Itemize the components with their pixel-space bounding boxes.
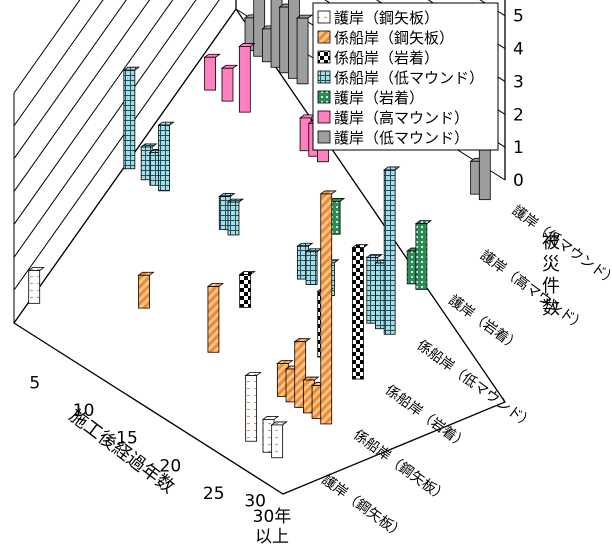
- chart-bar: [293, 338, 311, 408]
- legend: 護岸（鋼矢板） 係船岸（鋼矢板） 係船岸（岩着） 係船岸（低マウンド） 護岸（岩着） 護岸…: [312, 2, 499, 151]
- z-tick-label: 0: [513, 171, 524, 191]
- chart-bar: [238, 271, 256, 308]
- x-tick-label: 20: [160, 456, 182, 476]
- legend-swatch: [317, 70, 331, 84]
- gridline-z: [13, 0, 506, 192]
- legend-label: 護岸（高マウンド）: [334, 109, 469, 127]
- legend-swatch: [317, 110, 331, 124]
- legend-swatch: [317, 130, 331, 144]
- z-axis-title-char: 件: [542, 276, 560, 297]
- x-tick-label: 25: [203, 484, 225, 504]
- chart-bar: [351, 244, 369, 380]
- z-tick-label: 2: [513, 105, 524, 125]
- x-axis-title: 施工後経過年数: [65, 405, 178, 498]
- chart-bar: [270, 0, 283, 68]
- legend-label: 係船岸（低マウンド）: [334, 69, 484, 87]
- legend-label: 護岸（鋼矢板）: [334, 9, 439, 27]
- x-tick-label: 10: [73, 401, 95, 421]
- chart-bar: [157, 121, 175, 192]
- chart-bar: [206, 283, 225, 353]
- legend-box: [312, 2, 499, 151]
- category-label: 係船岸（岩着）: [382, 382, 471, 453]
- category-label: 護岸（鋼矢板）: [319, 472, 408, 543]
- chart-bar: [414, 220, 433, 290]
- z-axis-title-char: 被: [542, 232, 560, 253]
- z-tick-label: 4: [513, 40, 524, 60]
- legend-label: 係船岸（岩着）: [334, 49, 439, 67]
- category-label: 係船岸（鋼矢板）: [350, 427, 450, 506]
- legend-label: 護岸（岩着）: [334, 89, 424, 107]
- z-tick-label: 3: [513, 72, 524, 92]
- chart-bar: [304, 248, 323, 285]
- x-tick-label-last: 30年: [253, 507, 292, 527]
- chart-bar: [319, 190, 337, 425]
- chart-bar: [382, 166, 401, 335]
- legend-swatch: [317, 10, 331, 24]
- gridline-z: [13, 0, 104, 127]
- x-tick-label: 30: [244, 491, 266, 511]
- z-axis-title-char: 災: [542, 254, 560, 275]
- chart-bar: [226, 198, 245, 236]
- z-tick-label: 5: [513, 7, 524, 27]
- floor-outline: [13, 7, 506, 495]
- gridline-z: [13, 0, 506, 160]
- chart-bar: [244, 372, 262, 442]
- chart-bar: [27, 267, 45, 304]
- chart-bar: [327, 197, 346, 235]
- chart-bar: [365, 254, 384, 324]
- x-tick-label: 15: [116, 429, 138, 449]
- legend-label: 係船岸（鋼矢板）: [334, 29, 454, 47]
- chart-bar: [295, 14, 314, 85]
- z-tick-label: 1: [513, 138, 524, 158]
- x-tick-label-last: 以上: [255, 527, 289, 547]
- chart-bar: [261, 416, 280, 453]
- z-axis-title-char: 数: [542, 298, 560, 319]
- legend-swatch: [317, 50, 331, 64]
- chart-bar: [253, 0, 266, 57]
- chart-bar: [122, 66, 141, 170]
- legend-label: 護岸（低マウンド）: [334, 129, 469, 147]
- chart-bar: [220, 64, 239, 102]
- chart-bar: [203, 53, 221, 91]
- category-label: 護岸（岩着）: [445, 292, 522, 354]
- chart-bar: [137, 271, 155, 309]
- chart-bar: [238, 43, 256, 113]
- legend-swatch: [317, 30, 331, 44]
- legend-swatch: [317, 90, 331, 104]
- chart-bar: [270, 421, 288, 459]
- x-tick-label: 5: [29, 374, 40, 394]
- chart-bars: [27, 0, 496, 459]
